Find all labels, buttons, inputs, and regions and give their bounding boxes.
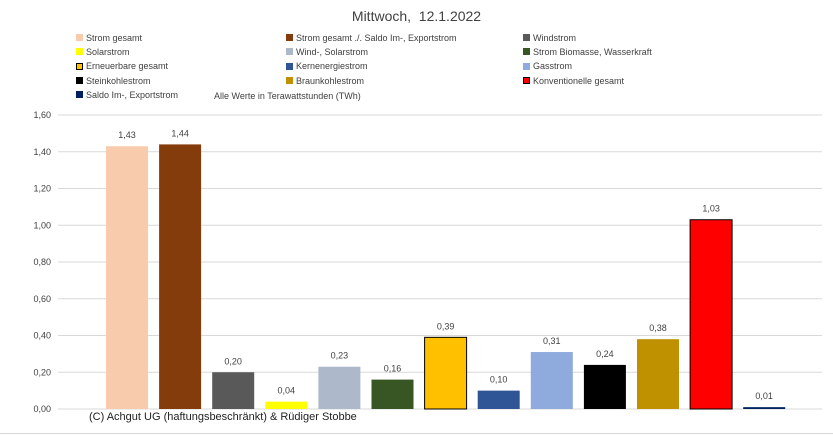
legend-label: Strom Biomasse, Wasserkraft: [533, 47, 652, 58]
data-label: 0,10: [490, 375, 508, 385]
legend-label: Saldo Im-, Exportstrom: [86, 89, 179, 100]
y-tick-label: 0,00: [33, 404, 51, 414]
legend-item: Windstrom: [523, 33, 576, 44]
legend-item: Solarstrom: [76, 47, 130, 58]
legend-swatch: [76, 34, 83, 42]
y-tick-label: 1,20: [33, 184, 51, 194]
y-tick-label: 0,20: [33, 367, 51, 377]
y-tick-label: 1,00: [33, 220, 51, 230]
data-label: 0,39: [437, 321, 455, 331]
legend-label: Kernenergiestrom: [296, 61, 368, 72]
bar: [637, 339, 679, 409]
legend-label: Strom gesamt: [86, 33, 143, 43]
legend-swatch: [286, 62, 293, 70]
data-label: 0,23: [331, 351, 349, 361]
y-tick-label: 0,40: [33, 331, 51, 341]
bar: [159, 144, 202, 409]
legend-swatch: [76, 48, 83, 56]
legend-label: Solarstrom: [86, 47, 130, 58]
y-tick-label: 1,40: [33, 147, 51, 157]
legend-label: Steinkohlestrom: [86, 75, 151, 86]
copyright-credit: (C) Achgut UG (haftungsbeschränkt) & Rüd…: [89, 411, 357, 423]
legend-item: Wind-, Solarstrom: [286, 47, 368, 58]
legend-swatch: [76, 62, 83, 70]
bottom-divider: [0, 433, 833, 434]
bar: [689, 219, 733, 410]
legend-item: Erneuerbare gesamt: [76, 61, 168, 72]
legend-swatch: [286, 76, 293, 84]
data-label: 1,03: [702, 204, 720, 214]
legend-label: Erneuerbare gesamt: [86, 61, 169, 72]
legend-label: Windstrom: [533, 33, 577, 43]
y-tick-label: 1,60: [33, 110, 51, 120]
legend-item: Braunkohlestrom: [286, 76, 364, 87]
legend-label: Konventionelle gesamt: [533, 75, 625, 86]
data-label: 1,44: [171, 128, 189, 138]
legend-label: Gasstrom: [533, 61, 573, 72]
data-label: 0,38: [649, 323, 667, 333]
data-label: 0,31: [543, 336, 561, 346]
legend-swatch: [76, 76, 83, 84]
bar: [583, 364, 626, 409]
bar: [424, 336, 468, 410]
chart-title: Mittwoch, 12.1.2022: [351, 8, 482, 24]
legend-item: Strom Biomasse, Wasserkraft: [523, 47, 652, 58]
data-label: 0,20: [224, 356, 242, 366]
legend-swatch: [523, 34, 530, 42]
bar: [477, 390, 520, 409]
bar: [371, 379, 414, 409]
legend-item: Steinkohlestrom: [76, 76, 151, 87]
legend-swatch: [76, 90, 83, 98]
legend-item: Strom gesamt: [76, 33, 142, 44]
legend-swatch: [286, 48, 293, 56]
data-label: 0,16: [384, 364, 402, 374]
legend-label: Braunkohlestrom: [296, 75, 365, 86]
data-label: 0,01: [755, 391, 773, 401]
data-label: 0,04: [278, 386, 296, 396]
legend-item: Saldo Im-, Exportstrom: [76, 90, 178, 101]
legend-item: Konventionelle gesamt: [523, 76, 624, 87]
legend-item: Strom gesamt ./. Saldo Im-, Exportstrom: [286, 33, 457, 44]
legend-swatch: [523, 48, 530, 56]
bar: [743, 407, 786, 409]
bar: [318, 366, 361, 409]
y-tick-label: 0,60: [33, 294, 51, 304]
y-tick-label: 0,80: [33, 257, 51, 267]
legend-item: Gasstrom: [523, 61, 572, 72]
legend-label: Strom gesamt ./. Saldo Im-, Exportstrom: [296, 33, 457, 43]
bar: [212, 372, 255, 409]
data-label: 1,43: [118, 130, 136, 140]
legend-swatch: [286, 34, 293, 42]
data-label: 0,24: [596, 349, 614, 359]
legend-item: Kernenergiestrom: [286, 61, 368, 72]
legend-swatch: [523, 76, 530, 84]
units-note: Alle Werte in Terawattstunden (TWh): [214, 91, 361, 101]
bar: [530, 352, 573, 409]
legend-label: Wind-, Solarstrom: [296, 47, 369, 58]
legend-swatch: [523, 62, 530, 70]
bar: [265, 401, 308, 409]
bar: [106, 146, 148, 410]
